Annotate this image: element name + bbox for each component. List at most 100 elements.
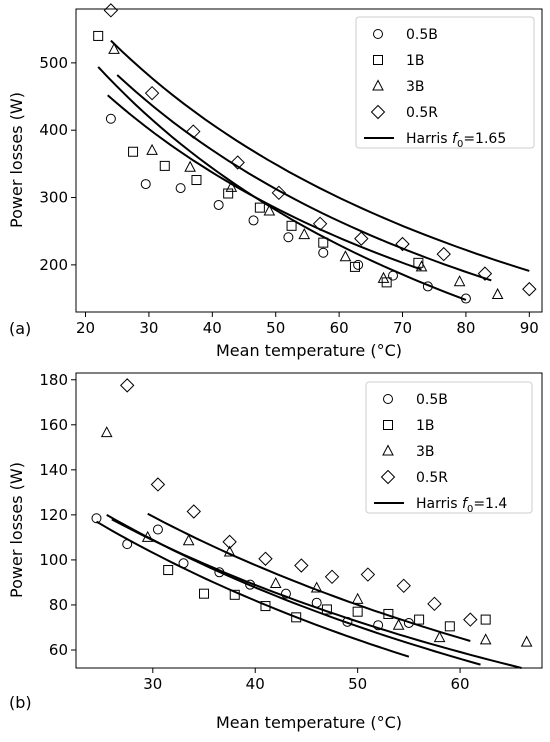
data-point-diamond — [230, 155, 245, 170]
harris-model-curve — [111, 518, 522, 669]
data-point-triangle — [491, 287, 504, 299]
data-point-circle — [283, 232, 294, 243]
legend-label: 1B — [406, 53, 425, 69]
harris-model-curve — [95, 520, 410, 658]
data-point-square — [163, 565, 174, 576]
model-curves-a — [97, 39, 530, 301]
data-point-diamond — [258, 551, 273, 566]
legend-label: 1B — [416, 418, 435, 434]
legend-marker-diamond — [370, 104, 386, 120]
data-point-diamond — [477, 266, 493, 281]
y-tick-label: 100 — [39, 551, 68, 569]
data-point-triangle — [298, 227, 311, 240]
legend-a: 0.5B 1B 3B 0.5R Harris f0=1.65 — [355, 16, 535, 150]
legend-box-a — [355, 16, 535, 149]
legend-marker-square — [373, 55, 383, 65]
data-point-circle — [318, 247, 329, 258]
data-point-square — [286, 220, 297, 231]
data-point-square — [199, 588, 210, 599]
x-tick-label: 40 — [203, 319, 222, 337]
data-point-diamond — [120, 378, 135, 393]
data-point-circle — [91, 513, 102, 524]
data-point-circle — [342, 616, 353, 627]
data-point-circle — [311, 597, 322, 608]
data-point-circle — [248, 215, 259, 226]
data-point-square — [191, 175, 202, 186]
data-point-diamond — [427, 596, 442, 612]
legend-label-model: Harris f0=1.4 — [416, 496, 507, 515]
data-point-circle — [213, 199, 224, 210]
data-point-circle — [178, 558, 189, 569]
data-point-triangle — [184, 160, 196, 172]
legend-label: 0.5B — [406, 27, 438, 43]
data-point-square — [260, 601, 271, 612]
data-point-triangle — [351, 592, 364, 604]
data-point-diamond — [436, 246, 451, 262]
data-point-triangle — [223, 545, 236, 557]
x-tick-label: 80 — [456, 319, 475, 337]
panel-b: 60 80 100 120 140 160 180 30 40 50 60 Power losse… — [7, 371, 543, 732]
x-tick-label: 40 — [246, 675, 265, 693]
data-point-triangle — [141, 530, 154, 542]
x-axis-title-a: Mean temperature (°C) — [216, 341, 402, 360]
data-point-triangle — [182, 534, 195, 546]
harris-model-curve — [107, 94, 422, 271]
y-axis-ticks-b: 60 80 100 120 140 160 180 — [39, 371, 76, 659]
y-tick-label: 400 — [39, 121, 68, 139]
x-tick-label: 60 — [451, 675, 470, 693]
data-point-circle — [245, 579, 256, 590]
data-point-circle — [388, 270, 399, 281]
y-axis-title-b: Power losses (W) — [7, 462, 26, 598]
legend-label-model: Harris f0=1.65 — [406, 131, 506, 150]
y-tick-label: 60 — [49, 641, 68, 659]
data-point-triangle — [433, 631, 446, 643]
data-point-diamond — [463, 612, 478, 627]
data-point-circle — [353, 259, 364, 270]
legend-label: 3B — [416, 444, 435, 460]
y-axis-title-a: Power losses (W) — [7, 92, 26, 228]
y-tick-label: 140 — [39, 461, 68, 479]
data-point-triangle — [339, 250, 352, 262]
data-points-a — [93, 3, 537, 304]
legend-b: 0.5B 1B 3B 0.5R Harris f0=1.4 — [365, 381, 533, 515]
data-point-circle — [373, 620, 384, 631]
legend-marker-triangle — [382, 444, 394, 456]
data-point-diamond — [360, 567, 376, 582]
data-point-square — [318, 237, 329, 248]
legend-label: 3B — [406, 79, 425, 95]
legend-label: 0.5R — [416, 470, 448, 486]
legend-marker-circle — [373, 29, 383, 39]
x-tick-label: 50 — [348, 675, 367, 693]
data-point-circle — [122, 539, 133, 550]
y-tick-label: 120 — [39, 506, 68, 524]
y-tick-label: 180 — [39, 371, 68, 389]
data-point-diamond — [271, 185, 287, 201]
data-point-diamond — [222, 534, 237, 550]
data-point-diamond — [312, 216, 328, 232]
data-point-square — [480, 614, 491, 625]
data-point-diamond — [186, 124, 201, 139]
data-point-circle — [422, 281, 433, 292]
data-point-circle — [140, 179, 151, 190]
harris-model-curve — [97, 66, 467, 301]
data-point-square — [321, 604, 332, 615]
data-point-triangle — [310, 581, 323, 593]
data-point-diamond — [150, 477, 166, 492]
legend-label: 0.5R — [406, 105, 438, 121]
legend-box-b — [365, 381, 533, 514]
data-point-triangle — [415, 260, 428, 272]
data-point-square — [254, 202, 265, 213]
y-tick-label: 160 — [39, 416, 68, 434]
data-point-triangle — [479, 633, 492, 645]
data-point-square — [349, 261, 360, 272]
x-axis-ticks-b: 30 40 50 60 — [143, 668, 470, 693]
legend-label: 0.5B — [416, 392, 448, 408]
data-point-triangle — [520, 635, 533, 647]
data-point-square — [291, 612, 302, 623]
data-point-triangle — [269, 576, 282, 589]
data-point-diamond — [522, 281, 537, 297]
data-point-triangle — [108, 42, 120, 54]
y-tick-label: 300 — [39, 189, 68, 207]
data-point-square — [159, 160, 170, 171]
